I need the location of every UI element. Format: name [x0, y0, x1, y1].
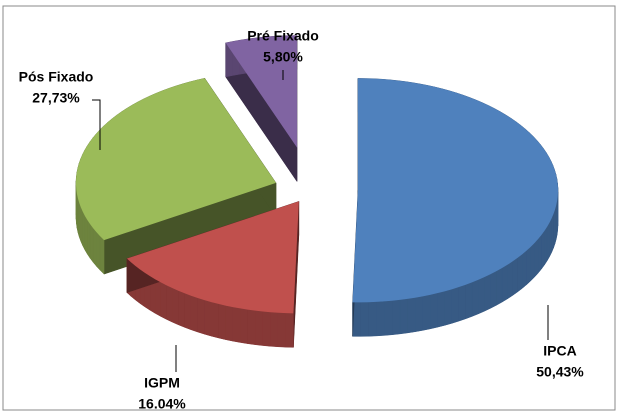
slice-side — [484, 273, 491, 312]
slice-side — [444, 288, 452, 326]
leader-line — [92, 99, 101, 150]
slice-side — [254, 310, 263, 346]
slice-side — [537, 234, 542, 274]
slice-side — [478, 276, 485, 315]
slice-side — [376, 301, 385, 337]
slice-side — [521, 250, 527, 289]
slice — [225, 35, 298, 183]
value-label: 50,43% — [536, 364, 584, 380]
slice-side — [451, 286, 459, 324]
slice-side — [82, 211, 86, 250]
category-label: IGPM — [144, 375, 180, 391]
slice-side — [526, 246, 531, 286]
slice-side — [184, 292, 192, 331]
slice-side — [96, 231, 101, 271]
slice-side — [471, 279, 479, 317]
slice-side — [530, 242, 535, 282]
slice-side — [429, 292, 438, 330]
slice-side — [422, 294, 431, 331]
slice-top — [352, 78, 558, 303]
slice-side — [414, 296, 423, 333]
slice-side — [87, 219, 91, 260]
slice-side — [517, 253, 523, 293]
slice-side — [534, 238, 539, 278]
slice-side — [154, 278, 161, 317]
slice-side — [211, 301, 219, 339]
value-label: 27,73% — [32, 90, 80, 106]
slice-side — [407, 297, 416, 334]
slice-side — [232, 306, 241, 343]
slice-side — [204, 299, 212, 337]
slice-side — [190, 295, 198, 333]
slice-side — [178, 290, 185, 328]
slice-side — [541, 230, 545, 270]
slice-side — [160, 281, 167, 320]
category-label: Pré Fixado — [247, 28, 319, 44]
value-label: 5,80% — [263, 49, 303, 65]
slice-side — [458, 284, 466, 322]
slice-side — [99, 235, 105, 275]
slice-top — [126, 201, 299, 314]
slice-side — [512, 257, 518, 296]
slice — [126, 201, 300, 348]
slice-side — [465, 282, 473, 320]
category-label: IPCA — [543, 343, 576, 359]
slice-side — [171, 287, 179, 326]
slice-side — [197, 297, 205, 335]
slice-side — [490, 270, 497, 309]
slice-side — [546, 221, 550, 262]
slice-side — [84, 214, 88, 255]
slice-side — [496, 267, 503, 306]
slice-side — [225, 305, 233, 342]
slice-side — [551, 213, 554, 253]
slice-side — [368, 301, 377, 337]
slice-side — [92, 227, 97, 267]
slice-side — [360, 301, 369, 337]
slice-side — [285, 312, 294, 348]
slice-side — [239, 308, 248, 344]
slice-top — [76, 78, 277, 241]
value-label: 16.04% — [138, 396, 186, 412]
slice-side — [262, 311, 271, 347]
slice-side — [270, 311, 279, 348]
slice — [75, 77, 277, 275]
slice-side — [218, 303, 226, 340]
slice-side — [501, 264, 508, 303]
slice-side — [399, 298, 408, 335]
slice-side — [166, 284, 173, 323]
slice-side — [277, 312, 286, 348]
slice-side — [544, 225, 548, 266]
category-label: Pós Fixado — [19, 69, 94, 85]
slice-side — [247, 309, 256, 345]
slice-side — [391, 299, 401, 336]
slice — [352, 78, 559, 337]
slice-side — [383, 300, 393, 336]
slice-side — [437, 291, 445, 328]
slice-side — [507, 260, 513, 300]
slice-side — [549, 218, 552, 257]
slice-side — [89, 223, 94, 264]
slice-top — [225, 35, 297, 148]
slice-side — [80, 207, 83, 246]
